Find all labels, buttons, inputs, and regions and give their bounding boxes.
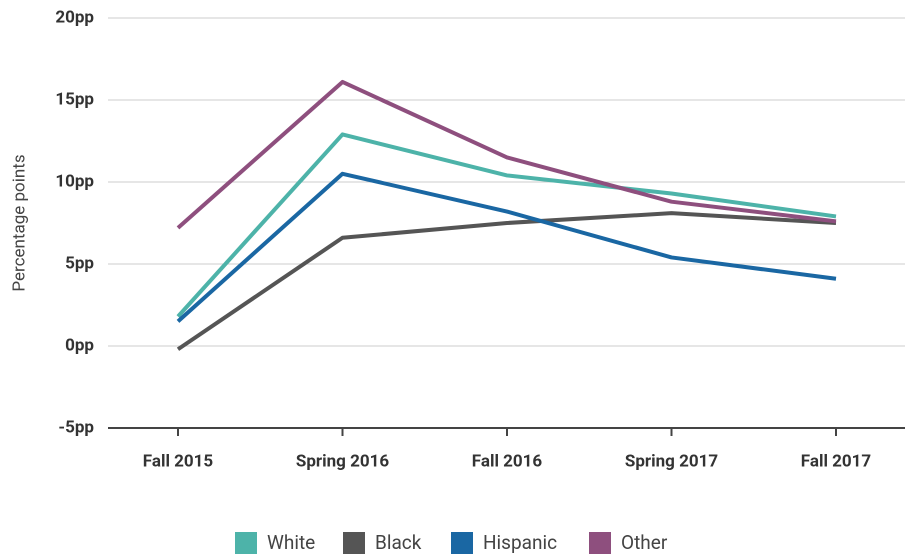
y-tick-label: 0pp [65,335,94,355]
series-line [176,79,837,230]
y-tick-label: 20pp [55,7,94,27]
legend-label: Hispanic [483,531,557,554]
legend-swatch [451,532,473,554]
x-tick-label: Fall 2017 [801,451,872,471]
x-tick-label: Fall 2015 [143,451,214,471]
legend-swatch [235,532,257,554]
y-tick-label: 10pp [55,171,94,191]
series-line [176,171,837,323]
legend-label: Other [621,531,668,554]
series-line [176,132,837,318]
y-axis-label: Percentage points [9,154,29,291]
y-tick-label: 5pp [65,253,94,273]
series-line [176,211,837,351]
y-tick-label: -5pp [58,417,94,437]
legend-label: White [267,531,315,554]
legend-swatch [343,532,365,554]
y-tick-label: 15pp [55,89,94,109]
x-tick-label: Spring 2017 [625,451,718,471]
x-tick-label: Fall 2016 [472,451,543,471]
legend-swatch [589,532,611,554]
legend-label: Black [375,531,422,554]
x-tick-label: Spring 2016 [296,451,389,471]
